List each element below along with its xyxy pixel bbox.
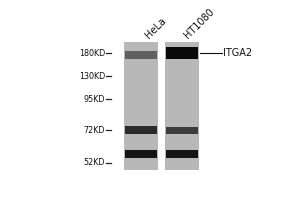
Text: 130KD: 130KD [79, 72, 105, 81]
Text: 72KD: 72KD [83, 126, 105, 135]
Bar [125, 51, 157, 59]
Bar [125, 126, 157, 134]
Text: 52KD: 52KD [83, 158, 105, 167]
Bar [165, 42, 199, 170]
Bar [125, 150, 157, 158]
Bar [124, 42, 158, 170]
Text: 180KD: 180KD [79, 49, 105, 58]
Text: HeLa: HeLa [143, 16, 168, 40]
Bar [166, 150, 198, 158]
Text: ITGA2: ITGA2 [224, 48, 253, 58]
Bar [166, 127, 198, 134]
Text: 95KD: 95KD [83, 95, 105, 104]
Bar [166, 47, 198, 59]
Text: HT1080: HT1080 [183, 6, 217, 40]
